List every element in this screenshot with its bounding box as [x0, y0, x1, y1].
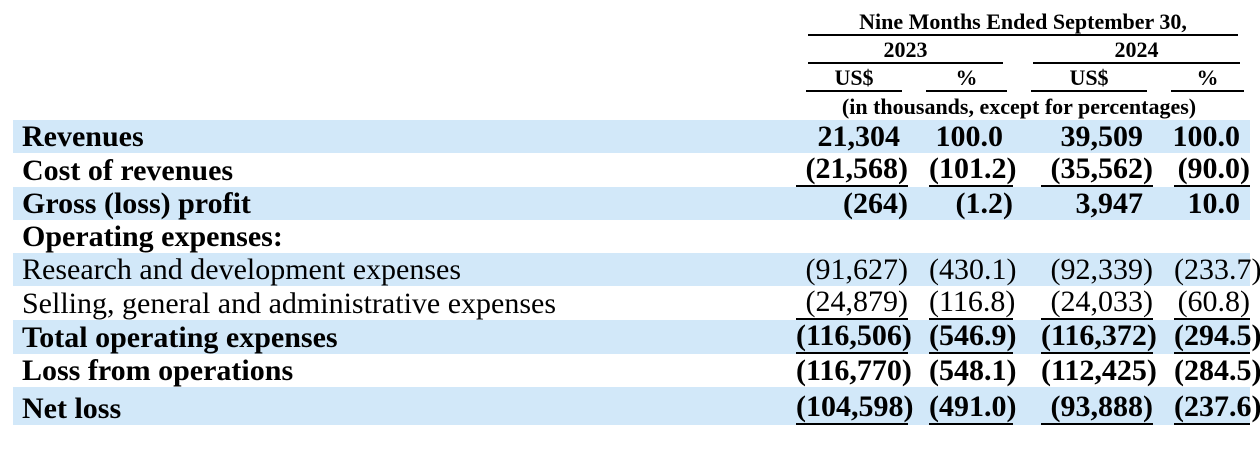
col-header-pct-2023: %: [908, 64, 1013, 92]
cell-value: (92,339): [1013, 253, 1153, 286]
year-2024-label: 2024: [1033, 37, 1241, 64]
period-header-row: Nine Months Ended September 30,: [13, 8, 1250, 36]
row-label: Revenues: [13, 120, 788, 153]
cell-value: (264): [788, 187, 908, 220]
cell-value: (35,562): [1013, 153, 1153, 187]
cell-value: (21,568): [788, 153, 908, 187]
cell-value: [908, 220, 1013, 253]
cell-value: (93,888): [1013, 387, 1153, 425]
cell-value: (90.0): [1153, 153, 1251, 187]
cell-value: (116.8): [929, 285, 1016, 320]
cell-value: 100.0: [1153, 120, 1251, 153]
period-header-cell: Nine Months Ended September 30,: [788, 8, 1250, 36]
cell-value: (237.6): [1153, 387, 1260, 425]
cell-value: (430.1): [908, 253, 1016, 286]
cell-value: (491.0): [908, 387, 1016, 425]
column-header-row: US$ % US$ %: [13, 64, 1250, 92]
cell-value: (24,033): [1013, 286, 1153, 320]
table-row-net-loss: Net loss (104,598) (491.0) (93,888) (237…: [13, 387, 1260, 425]
header-spacer: [13, 92, 788, 120]
cell-value: (294.5): [1153, 320, 1260, 354]
financial-table: Nine Months Ended September 30, 2023 202…: [13, 8, 1260, 425]
row-label: Net loss: [13, 387, 788, 425]
table-row-loss-from-operations: Loss from operations (116,770) (548.1) (…: [13, 354, 1260, 387]
col-header-pct-2024: %: [1153, 64, 1250, 92]
units-note-row: (in thousands, except for percentages): [13, 92, 1250, 120]
cell-value: (546.9): [908, 320, 1016, 354]
row-label: Gross (loss) profit: [13, 187, 788, 220]
cell-value: (104,598): [788, 387, 913, 425]
table-row-operating-expenses-heading: Operating expenses:: [13, 220, 1250, 253]
table-row-cost-of-revenues: Cost of revenues (21,568) (101.2) (35,56…: [13, 152, 1251, 187]
row-label: Operating expenses:: [22, 220, 283, 253]
row-label: Loss from operations: [22, 354, 294, 387]
cell-value: (91,627): [788, 253, 908, 286]
cell-value: 39,509: [1013, 120, 1153, 153]
year-2023-label: 2023: [808, 37, 1003, 64]
units-note: (in thousands, except for percentages): [841, 94, 1197, 119]
year-header-row: 2023 2024: [13, 36, 1250, 64]
table-row-selling-general-admin: Selling, general and administrative expe…: [13, 285, 1251, 320]
cell-value: (60.8): [1153, 286, 1251, 320]
header-spacer: [13, 64, 788, 92]
cell-value: (116,770): [796, 354, 912, 387]
year-2023-cell: 2023: [788, 36, 1013, 64]
cell-value: 21,304: [788, 120, 908, 153]
cell-value: (112,425): [1041, 354, 1157, 387]
cell-value: 3,947: [1013, 187, 1153, 220]
row-label: Selling, general and administrative expe…: [22, 287, 557, 320]
cell-value: (116,506): [788, 320, 912, 354]
header-spacer: [13, 36, 788, 64]
table-row-gross-loss-profit: Gross (loss) profit (264) (1.2) 3,947 10…: [13, 187, 1251, 220]
row-label: Research and development expenses: [13, 253, 788, 286]
cell-value: (233.7): [1153, 253, 1260, 286]
row-label: Total operating expenses: [13, 320, 788, 354]
table-row-total-operating-expenses: Total operating expenses (116,506) (546.…: [13, 320, 1260, 354]
col-header-usd-2023: US$: [788, 64, 908, 92]
header-spacer: [13, 8, 788, 36]
cell-value: [1013, 220, 1153, 253]
col-header-usd-2024: US$: [1013, 64, 1153, 92]
table-row-research-development: Research and development expenses (91,62…: [13, 253, 1260, 286]
cell-value: (284.5): [1174, 354, 1260, 387]
cell-value: [1153, 220, 1250, 253]
cell-value: 100.0: [908, 120, 1013, 153]
row-label: Cost of revenues: [22, 154, 234, 187]
units-note-cell: (in thousands, except for percentages): [788, 92, 1250, 120]
cell-value: (548.1): [929, 354, 1017, 387]
cell-value: (116,372): [1013, 320, 1157, 354]
cell-value: 10.0: [1153, 187, 1251, 220]
cell-value: (101.2): [929, 152, 1017, 187]
table-row-revenues: Revenues 21,304 100.0 39,509 100.0: [13, 120, 1251, 153]
cell-value: (1.2): [908, 187, 1013, 220]
cell-value: [788, 220, 908, 253]
cell-value: (24,879): [788, 286, 908, 320]
period-title: Nine Months Ended September 30,: [808, 9, 1239, 36]
year-2024-cell: 2024: [1013, 36, 1250, 64]
